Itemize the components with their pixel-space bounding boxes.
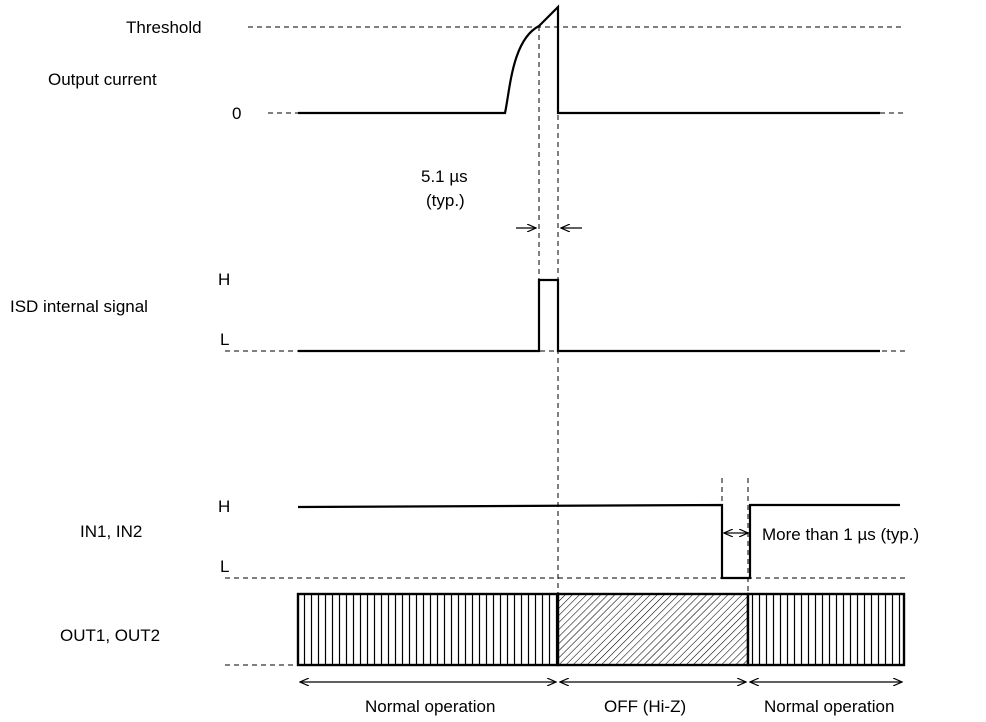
in-pulse-note: More than 1 µs (typ.) — [762, 525, 919, 544]
out-signal-label: OUT1, OUT2 — [60, 626, 160, 645]
zero-label: 0 — [232, 104, 241, 123]
phase-normal-1-label: Normal operation — [365, 697, 495, 716]
in-high-label: H — [218, 497, 230, 516]
isd-low-label: L — [220, 330, 229, 349]
isd-signal-waveform — [298, 278, 880, 353]
timing-typ-label: (typ.) — [426, 191, 465, 210]
output-current-label: Output current — [48, 70, 157, 89]
out-off-segment — [556, 592, 750, 667]
phase-normal-2-label: Normal operation — [764, 697, 894, 716]
output-current-waveform — [298, 4, 880, 115]
isd-signal-label: ISD internal signal — [10, 297, 148, 316]
in-low-label: L — [220, 557, 229, 576]
timing-value-label: 5.1 µs — [421, 167, 468, 186]
out-normal-segment-2 — [746, 592, 906, 667]
in-signal-label: IN1, IN2 — [80, 522, 142, 541]
threshold-label: Threshold — [126, 18, 202, 37]
isd-high-label: H — [218, 270, 230, 289]
phase-off-label: OFF (Hi-Z) — [604, 697, 686, 716]
in-signal-waveform — [297, 503, 900, 580]
out-normal-segment-1 — [296, 592, 560, 667]
